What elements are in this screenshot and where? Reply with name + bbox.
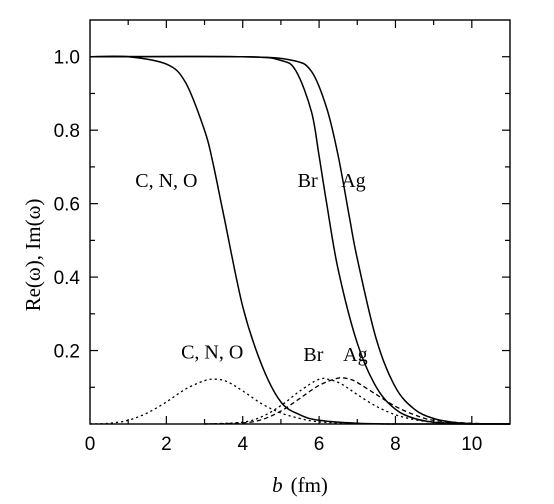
series-layer xyxy=(89,55,511,425)
series-im-ag xyxy=(204,377,511,425)
series-im-br xyxy=(204,377,511,425)
y-tick-label: 0.6 xyxy=(54,195,80,216)
x-axis-title-variable: b xyxy=(272,473,283,497)
series-label: Ag xyxy=(343,344,367,366)
series-label: C, N, O xyxy=(135,170,197,192)
series-label: Br xyxy=(298,170,318,192)
plot-frame xyxy=(89,19,511,425)
series-label: C, N, O xyxy=(181,342,243,364)
series-re-br xyxy=(89,55,511,425)
y-tick-label: 0.4 xyxy=(54,268,81,289)
y-axis-ticks: 0.2 0.4 0.6 0.8 1.0 xyxy=(54,48,510,388)
plot-border xyxy=(89,19,511,425)
x-tick-label: 10 xyxy=(461,434,482,455)
x-axis-title: b (fm) xyxy=(272,473,328,497)
series-re-c-n-o xyxy=(89,55,511,425)
x-axis-title-unit: (fm) xyxy=(291,473,328,497)
series-re-ag xyxy=(89,55,511,425)
y-axis-title: Re(ω), Im(ω) xyxy=(21,199,45,312)
series-label: Ag xyxy=(341,170,365,192)
y-tick-label: 0.2 xyxy=(54,342,80,363)
x-tick-label: 8 xyxy=(390,434,401,455)
y-tick-label: 1.0 xyxy=(54,48,80,69)
series-label: Br xyxy=(303,344,323,366)
annotation-layer: C, N, O Br Ag C, N, O Br Ag xyxy=(135,170,367,366)
x-axis-ticks: 0 2 4 6 8 10 xyxy=(85,20,482,455)
x-tick-label: 4 xyxy=(237,434,248,455)
series-im-c-n-o xyxy=(89,378,396,425)
x-tick-label: 2 xyxy=(161,434,172,455)
y-tick-label: 0.8 xyxy=(54,121,80,142)
x-tick-label: 0 xyxy=(85,434,96,455)
x-tick-label: 6 xyxy=(314,434,325,455)
